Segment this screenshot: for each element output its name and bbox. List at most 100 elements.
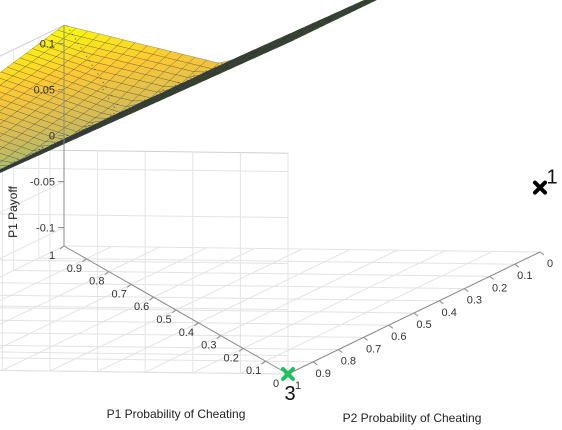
p1-tick-label: 1 [49,250,55,262]
surface-crease [159,92,161,94]
marker-3: 3 [281,367,296,405]
p1-tick-label: 0.1 [246,365,261,377]
p2-tick-label: 0.3 [467,295,482,307]
z-tick-label: 0.05 [34,85,55,97]
surface-patch [364,0,369,2]
marker-label-1: 1 [546,167,557,189]
p2-tick-label: 0.2 [492,282,507,294]
surface-crease [174,84,177,87]
surface-crease [111,95,113,97]
p1-tick [149,296,154,301]
surface-crease [80,47,82,49]
y-gridline-floor [240,250,493,374]
p1-tick [126,283,132,288]
surface-crease [102,81,105,84]
surface-crease [153,95,155,98]
p1-tick [171,309,177,314]
p1-tick [104,271,110,276]
surface-crease [144,99,146,101]
surface-crease [97,73,99,75]
surface-crease [122,110,124,112]
p1-tick-label: 0.9 [67,263,82,275]
p1-tick [82,258,87,263]
surface-crease [82,129,84,131]
p2-tick [539,251,545,256]
y-gridline-floor [2,247,255,371]
surface-crease [91,122,93,125]
surface-crease [66,25,68,27]
surface-crease [105,86,107,88]
surface-crease [66,134,69,136]
surface-crease [57,141,59,143]
y-gridline-floor [0,246,160,325]
p2-tick [413,312,419,317]
z-tick-label: 0 [49,131,55,143]
surface-crease [187,79,189,82]
y-gridline-floor [0,247,208,349]
p1-tick-label: 0.4 [179,327,194,339]
surface-crease [38,148,40,151]
surface-crease [85,127,87,129]
surface-patch [364,0,369,3]
surface-crease [107,97,110,100]
surface-crease [94,68,96,71]
surface-crease [205,70,207,72]
p2-tick-label: 1 [295,380,301,392]
y-axis-title: P1 Probability of Cheating [107,407,246,421]
p1-tick-label: 0.6 [134,301,149,313]
p2-tick-label: 0 [547,258,553,270]
surface-crease [32,153,34,155]
corner-markers: 1234 [281,167,558,405]
surface-crease [217,65,220,67]
p2-tick [464,288,469,293]
surface-crease [83,51,85,53]
surface-crease [10,163,12,165]
p1-tick-label: 0.5 [156,314,171,326]
marker-x-1 [533,180,547,195]
p2-tick [363,336,368,341]
surface-crease [214,66,217,69]
surface-patch [363,0,370,3]
surface-patch [368,0,372,2]
surface-crease [88,125,90,127]
surface-crease [88,60,91,62]
marker-label-3: 3 [284,383,295,405]
surface-crease [137,103,140,105]
surface-patch [365,0,368,1]
surface-crease [110,115,112,117]
payoff-surface [0,0,377,173]
surface-crease [171,87,173,89]
surface-patch [370,0,377,3]
surface-crease [54,142,56,145]
back-grid-panels [0,24,541,375]
p1-tick [238,347,244,352]
surface-crease [202,72,204,74]
surface-crease [190,77,192,80]
surface-crease [1,168,3,170]
surface-patch [360,0,367,3]
p2-tick-label: 0.6 [391,331,406,343]
surface-crease [102,88,104,91]
marker-1: 1 [533,167,558,195]
p2-tick-label: 0.9 [316,368,331,380]
surface-crease [100,120,103,123]
p1-tick-label: 0.3 [201,340,216,352]
surface-patch [371,0,375,2]
p2-tick [514,263,520,268]
surface-patch [366,0,375,4]
surface-crease [162,89,164,91]
z-tick-label: -0.1 [36,223,55,235]
y-gridline-floor [97,249,350,373]
surface-crease [103,119,106,121]
y-gridline-floor [192,250,446,374]
p1-tick-label: 0.7 [112,288,127,300]
p1-tick [261,360,266,365]
p2-tick [388,324,394,329]
surface-crease [125,108,127,111]
surface-crease [91,64,93,66]
x-axis-title: P2 Probability of Cheating [343,411,482,425]
surface-crease [77,42,79,45]
surface-crease [41,146,44,148]
z-gridline [0,43,289,173]
